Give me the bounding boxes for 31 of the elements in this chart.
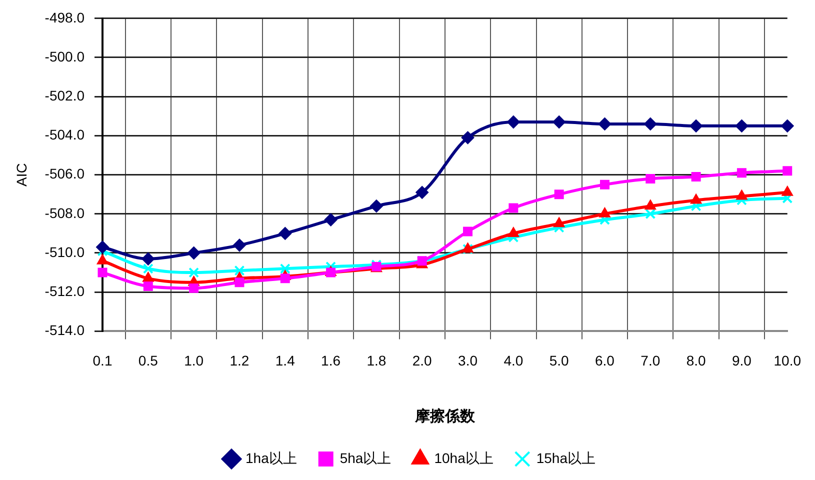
legend-label: 15ha以上 xyxy=(536,450,596,466)
legend-label: 5ha以上 xyxy=(340,450,392,466)
x-tick-label: 4.0 xyxy=(504,352,524,368)
x-tick-label: 1.2 xyxy=(230,352,250,368)
x-tick-label: 0.1 xyxy=(92,352,112,368)
y-tick-label: -512.0 xyxy=(44,282,85,299)
x-tick-label: 1.0 xyxy=(184,352,204,368)
x-axis-title: 摩擦係数 xyxy=(414,407,476,426)
legend-label: 1ha以上 xyxy=(245,450,297,466)
x-tick-label: 7.0 xyxy=(640,352,660,368)
y-tick-label: -508.0 xyxy=(44,204,85,221)
y-tick-label: -502.0 xyxy=(44,87,85,104)
x-tick-label: 8.0 xyxy=(686,352,706,368)
y-tick-label: -498.0 xyxy=(44,9,85,26)
x-tick-label: 10.0 xyxy=(774,352,802,368)
x-tick-label: 5.0 xyxy=(549,352,570,368)
legend-label: 10ha以上 xyxy=(434,450,494,466)
y-tick-label: -500.0 xyxy=(44,48,85,64)
y-axis-title: AIC xyxy=(13,163,30,186)
y-tick-label: -504.0 xyxy=(44,126,85,143)
x-tick-label: 3.0 xyxy=(458,352,478,368)
x-tick-label: 1.6 xyxy=(321,352,341,368)
x-tick-label: 2.0 xyxy=(412,352,432,368)
y-tick-label: -514.0 xyxy=(44,322,85,338)
y-tick-label: -510.0 xyxy=(44,244,85,260)
x-tick-label: 6.0 xyxy=(595,352,615,368)
y-tick-label: -506.0 xyxy=(44,166,85,182)
x-tick-label: 1.4 xyxy=(275,352,296,368)
x-tick-label: 1.8 xyxy=(366,352,386,368)
x-tick-label: 0.5 xyxy=(138,352,158,368)
x-tick-label: 9.0 xyxy=(732,352,752,368)
